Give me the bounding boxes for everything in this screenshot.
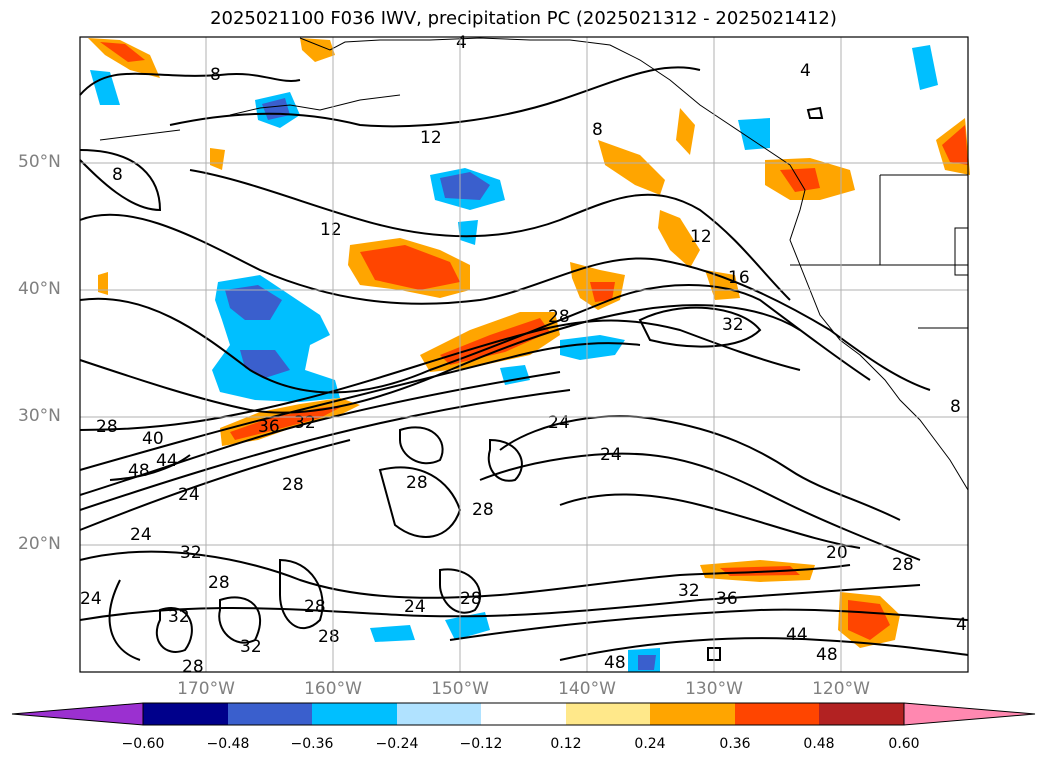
contour-label: 32 xyxy=(168,607,190,627)
contour-labels: 12 8 8 12 8 12 16 32 28 24 24 28 28 28 3… xyxy=(80,33,967,677)
contour-label: 32 xyxy=(240,637,262,657)
contour-label: 44 xyxy=(156,451,178,471)
contour-label: 16 xyxy=(728,268,750,288)
colorbar-min-extend xyxy=(11,702,144,726)
figure-title: 2025021100 F036 IWV, precipitation PC (2… xyxy=(210,8,837,29)
contour-label: 24 xyxy=(548,413,570,433)
map-frame xyxy=(79,36,969,673)
contour-label: 20 xyxy=(826,543,848,563)
contour-label: 44 xyxy=(786,625,808,645)
contour-label: 24 xyxy=(130,525,152,545)
contour-label: 28 xyxy=(548,307,570,327)
contour-label: 8 xyxy=(210,65,221,85)
colorbar xyxy=(11,702,1036,726)
colorbar-tick: 0.60 xyxy=(888,736,920,752)
colorbar-tick: −0.60 xyxy=(121,736,165,752)
contour-label: 24 xyxy=(80,589,102,609)
lon-label: 120°W xyxy=(812,679,870,699)
lat-label: 30°N xyxy=(18,406,61,426)
contour-label: 24 xyxy=(404,597,426,617)
contour-label: 36 xyxy=(258,417,280,437)
colorbar-tick: −0.48 xyxy=(206,736,250,752)
contour-label: 32 xyxy=(180,543,202,563)
contour-label: 40 xyxy=(142,429,164,449)
lat-label: 20°N xyxy=(18,534,61,554)
contour-label: 8 xyxy=(112,165,123,185)
lon-label: 170°W xyxy=(177,679,235,699)
contour-label: 28 xyxy=(208,573,230,593)
contour-label: 4 xyxy=(456,33,467,53)
contour-label: 28 xyxy=(472,500,494,520)
colorbar-max-extend xyxy=(903,702,1036,726)
precip-fills-negative xyxy=(90,45,938,672)
contour-label: 24 xyxy=(600,445,622,465)
contour-label: 12 xyxy=(320,220,342,240)
contour-label: 48 xyxy=(128,461,150,481)
contour-label: 12 xyxy=(420,128,442,148)
contour-label: 36 xyxy=(716,589,738,609)
contour-label: 12 xyxy=(690,227,712,247)
contour-label: 28 xyxy=(282,475,304,495)
lon-label: 130°W xyxy=(685,679,743,699)
contour-label: 28 xyxy=(892,555,914,575)
contour-label: 28 xyxy=(182,657,204,677)
lat-label: 40°N xyxy=(18,279,61,299)
colorbar-tick: 0.48 xyxy=(803,736,835,752)
contour-label: 28 xyxy=(460,589,482,609)
contour-label: 28 xyxy=(304,597,326,617)
contour-label: 8 xyxy=(950,397,961,417)
colorbar-tick: 0.24 xyxy=(634,736,666,752)
colorbar-tick: 0.36 xyxy=(719,736,751,752)
contour-label: 48 xyxy=(816,645,838,665)
lon-label: 160°W xyxy=(304,679,362,699)
contour-label: 32 xyxy=(678,581,700,601)
contour-label: 32 xyxy=(294,413,316,433)
graticule xyxy=(80,37,968,672)
lon-label: 150°W xyxy=(431,679,489,699)
lat-label: 50°N xyxy=(18,152,61,172)
contour-label: 8 xyxy=(592,120,603,140)
contour-label: 24 xyxy=(178,485,200,505)
contour-label: 4 xyxy=(800,61,811,81)
contour-label: 32 xyxy=(722,315,744,335)
contour-label: 4 xyxy=(956,615,967,635)
contour-label: 28 xyxy=(406,473,428,493)
precip-fills xyxy=(88,38,970,648)
coastlines xyxy=(99,37,969,491)
contour-label: 28 xyxy=(318,627,340,647)
lon-label: 140°W xyxy=(558,679,616,699)
contour-label: 48 xyxy=(604,653,626,673)
colorbar-tick: −0.24 xyxy=(375,736,419,752)
colorbar-tick: −0.36 xyxy=(290,736,334,752)
colorbar-tick: −0.12 xyxy=(459,736,503,752)
contour-label: 28 xyxy=(96,417,118,437)
colorbar-tick: 0.12 xyxy=(550,736,582,752)
